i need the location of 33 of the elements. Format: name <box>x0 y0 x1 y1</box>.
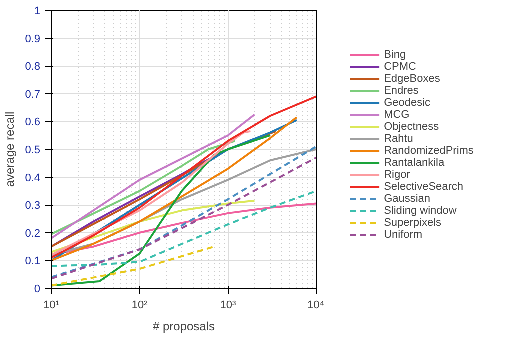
legend-label: Superpixels <box>384 217 442 229</box>
legend-label: Rahtu <box>384 133 414 145</box>
y-tick-label: 0 <box>34 284 41 296</box>
x-axis-title: # proposals <box>152 320 216 334</box>
legend-label: Rigor <box>384 169 410 181</box>
y-tick-label: 0.4 <box>25 172 41 184</box>
y-tick-label: 0.6 <box>25 116 41 129</box>
legend-label: Rantalankila <box>384 157 445 169</box>
legend-label: SelectiveSearch <box>384 181 464 193</box>
y-tick-label: 1 <box>34 6 41 18</box>
x-tick-label: 10¹ <box>44 300 60 312</box>
legend-label: CPMC <box>384 61 416 73</box>
legend-label: Bing <box>384 49 406 61</box>
x-tick-label: 10³ <box>220 300 236 312</box>
y-tick-label: 0.5 <box>25 144 41 156</box>
x-tick-label: 10⁴ <box>308 300 325 312</box>
legend-label: Gaussian <box>384 193 431 205</box>
legend-label: MCG <box>384 109 410 121</box>
legend-label: EdgeBoxes <box>384 73 440 85</box>
legend-label: Objectness <box>384 121 440 133</box>
y-tick-label: 0.2 <box>25 228 41 240</box>
legend-label: RandomizedPrims <box>384 145 474 157</box>
y-tick-label: 0.1 <box>25 256 41 268</box>
legend-label: Endres <box>384 85 419 97</box>
y-tick-label: 0.7 <box>25 88 41 101</box>
y-tick-label: 0.3 <box>25 200 41 212</box>
y-tick-label: 0.9 <box>25 33 41 46</box>
y-tick-label: 0.8 <box>25 61 41 74</box>
legend-label: Geodesic <box>384 97 431 109</box>
y-axis-title: average recall <box>3 112 18 188</box>
x-tick-label: 10² <box>132 300 148 312</box>
legend-label: Sliding window <box>384 205 457 217</box>
legend-label: Uniform <box>384 229 423 241</box>
